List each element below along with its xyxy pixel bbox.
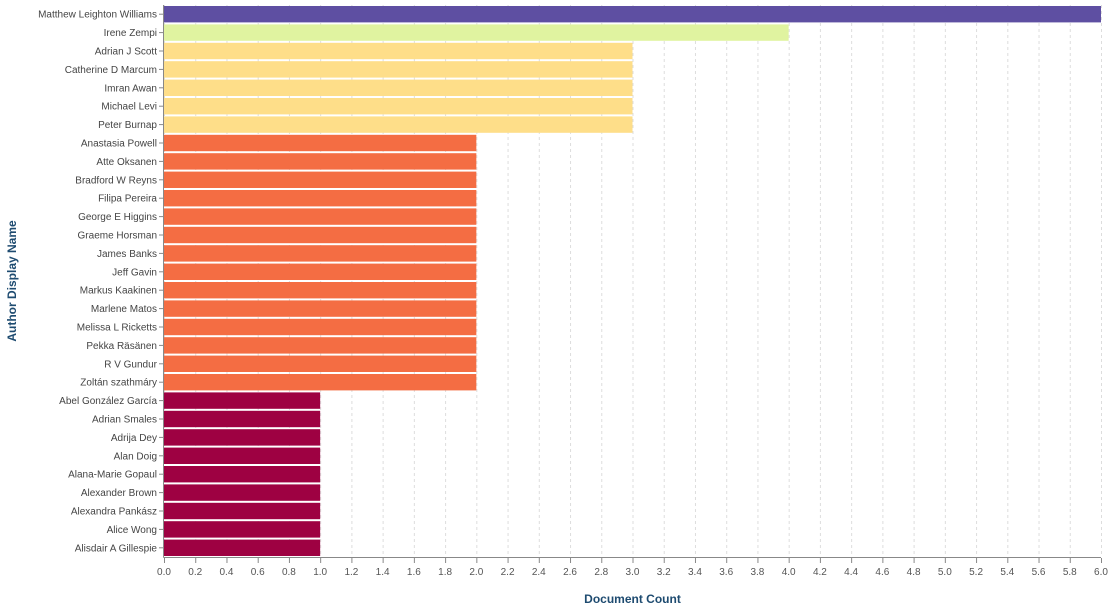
y-tick-label: George E Higgins bbox=[78, 212, 157, 223]
x-tick-label: 0.8 bbox=[282, 567, 296, 578]
y-tick-label: Adrija Dey bbox=[111, 433, 157, 444]
x-tick-label: 5.2 bbox=[969, 567, 983, 578]
y-tick-label: Imran Awan bbox=[104, 83, 157, 94]
bar-18 bbox=[164, 337, 477, 354]
x-tick-label: 0.6 bbox=[251, 567, 265, 578]
bar-19 bbox=[164, 355, 477, 372]
y-tick-label: Graeme Horsman bbox=[78, 231, 157, 242]
y-tick-label: Melissa L Ricketts bbox=[77, 323, 157, 334]
y-tick-label: Anastasia Powell bbox=[81, 139, 157, 150]
bar-16 bbox=[164, 300, 477, 317]
bar-25 bbox=[164, 466, 321, 483]
y-tick-label: Adrian Smales bbox=[92, 415, 157, 426]
bar-10 bbox=[164, 190, 477, 207]
y-tick-label: Pekka Räsänen bbox=[86, 341, 157, 352]
x-tick-label: 3.6 bbox=[719, 567, 733, 578]
y-tick-label: Alice Wong bbox=[107, 525, 157, 536]
bar-23 bbox=[164, 429, 321, 446]
x-axis-title: Document Count bbox=[584, 592, 681, 606]
bar-9 bbox=[164, 171, 477, 188]
x-tick-label: 3.8 bbox=[750, 567, 764, 578]
x-tick-label: 2.6 bbox=[563, 567, 577, 578]
y-tick-label: Alan Doig bbox=[114, 451, 157, 462]
y-tick-label: R V Gundur bbox=[104, 359, 157, 370]
x-tick-label: 1.8 bbox=[438, 567, 452, 578]
x-tick-label: 4.2 bbox=[813, 567, 827, 578]
y-tick-label: Alexander Brown bbox=[81, 488, 157, 499]
y-tick-label: Alana-Marie Gopaul bbox=[68, 470, 157, 481]
bar-2 bbox=[164, 42, 633, 60]
bar-15 bbox=[164, 282, 477, 299]
x-tick-label: 5.6 bbox=[1032, 567, 1046, 578]
y-tick-label: Matthew Leighton Williams bbox=[38, 10, 157, 21]
y-tick-label: Catherine D Marcum bbox=[65, 65, 157, 76]
x-tick-label: 5.0 bbox=[938, 567, 952, 578]
bar-22 bbox=[164, 410, 321, 428]
x-tick-label: 0.0 bbox=[157, 567, 171, 578]
bar-14 bbox=[164, 263, 477, 280]
y-tick-label: Alexandra Pankász bbox=[71, 507, 157, 518]
x-tick-label: 2.8 bbox=[594, 567, 608, 578]
y-tick-label: Alisdair A Gillespie bbox=[75, 543, 158, 554]
y-tick-label: James Banks bbox=[97, 249, 157, 260]
x-tick-label: 3.0 bbox=[626, 567, 640, 578]
bar-21 bbox=[164, 392, 321, 409]
x-tick-label: 3.2 bbox=[657, 567, 671, 578]
x-tick-label: 2.4 bbox=[532, 567, 546, 578]
x-tick-label: 1.4 bbox=[376, 567, 390, 578]
x-tick-label: 0.4 bbox=[220, 567, 234, 578]
x-tick-label: 6.0 bbox=[1094, 567, 1108, 578]
y-tick-label: Abel González García bbox=[59, 396, 157, 407]
bar-3 bbox=[164, 61, 633, 78]
x-tick-label: 2.0 bbox=[469, 567, 483, 578]
bar-7 bbox=[164, 134, 477, 152]
y-tick-label: Michael Levi bbox=[101, 102, 157, 113]
y-tick-label: Atte Oksanen bbox=[96, 157, 157, 168]
bar-20 bbox=[164, 374, 477, 391]
bar-6 bbox=[164, 116, 633, 133]
y-tick-label: Bradford W Reyns bbox=[75, 175, 157, 186]
bar-28 bbox=[164, 521, 321, 538]
x-tick-label: 1.6 bbox=[407, 567, 421, 578]
x-tick-label: 4.4 bbox=[844, 567, 858, 578]
bar-24 bbox=[164, 447, 321, 464]
x-tick-label: 1.0 bbox=[313, 567, 327, 578]
bar-8 bbox=[164, 153, 477, 170]
bar-4 bbox=[164, 79, 633, 96]
bar-1 bbox=[164, 24, 789, 41]
bar-27 bbox=[164, 502, 321, 520]
x-tick-label: 4.6 bbox=[875, 567, 889, 578]
y-tick-label: Adrian J Scott bbox=[95, 47, 157, 58]
x-tick-label: 3.4 bbox=[688, 567, 702, 578]
bar-17 bbox=[164, 318, 477, 336]
bar-11 bbox=[164, 208, 477, 225]
x-tick-label: 5.8 bbox=[1063, 567, 1077, 578]
bar-5 bbox=[164, 98, 633, 115]
y-tick-label: Zoltán szathmáry bbox=[80, 378, 157, 389]
y-tick-label: Filipa Pereira bbox=[98, 194, 157, 205]
x-tick-label: 4.8 bbox=[907, 567, 921, 578]
bar-12 bbox=[164, 226, 477, 244]
bar-0 bbox=[164, 6, 1101, 23]
bar-13 bbox=[164, 245, 477, 262]
x-tick-label: 1.2 bbox=[344, 567, 358, 578]
y-tick-label: Irene Zempi bbox=[104, 28, 157, 39]
y-tick-label: Marlene Matos bbox=[91, 304, 157, 315]
y-tick-label: Jeff Gavin bbox=[112, 267, 157, 278]
bar-26 bbox=[164, 484, 321, 501]
x-tick-label: 4.0 bbox=[782, 567, 796, 578]
y-tick-label: Peter Burnap bbox=[98, 120, 157, 131]
y-axis-title: Author Display Name bbox=[5, 220, 19, 342]
y-tick-label: Markus Kaakinen bbox=[80, 286, 157, 297]
bar-29 bbox=[164, 539, 321, 556]
x-tick-label: 2.2 bbox=[501, 567, 515, 578]
x-tick-label: 0.2 bbox=[188, 567, 202, 578]
x-tick-label: 5.4 bbox=[1000, 567, 1014, 578]
